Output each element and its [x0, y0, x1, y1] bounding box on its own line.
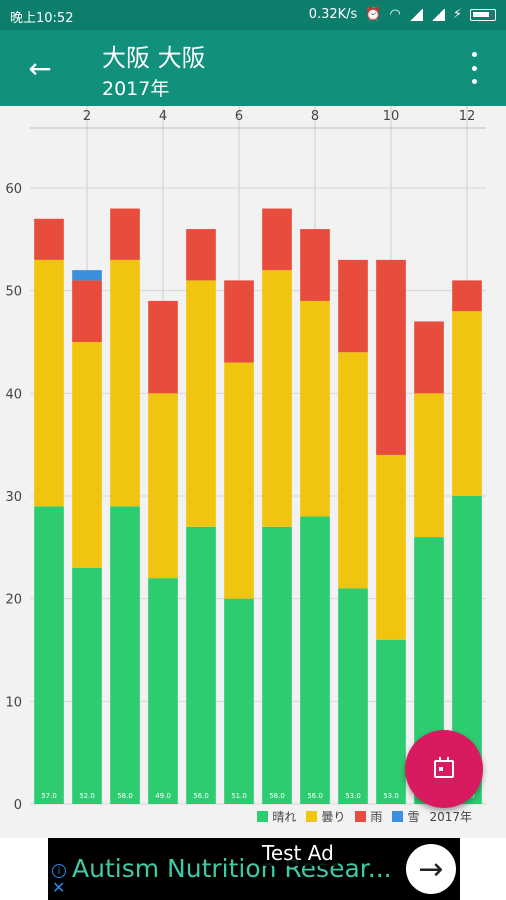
bar-total-label: 53.0 [345, 792, 361, 800]
app-bar: ← 大阪 大阪 2017年 [0, 30, 506, 106]
legend-label: 雨 [370, 810, 383, 824]
alarm-icon: ⏰ [365, 7, 382, 22]
legend-label: 晴れ [272, 810, 297, 824]
ad-label: Test Ad [258, 840, 338, 866]
bar-segment-12 [452, 311, 482, 496]
bar-segment-4 [148, 578, 178, 804]
bar-segment-11 [414, 321, 444, 394]
chart-area[interactable]: 0 10 20 30 40 50 60 2 4 6 8 10 12 57.0 52.0 58.0 49.0 56.… [0, 106, 506, 838]
bar-segment-1 [34, 218, 64, 260]
bar-segment-8 [300, 516, 330, 804]
y-tick-label: 60 [5, 182, 22, 197]
legend-title: 2017年 [429, 810, 472, 824]
bar-segment-2 [72, 342, 102, 568]
bar-segment-5 [186, 229, 216, 281]
status-bar: 晚上10:52 0.32K/s ⏰ ◠ ⚡ [0, 0, 506, 30]
more-vert-icon[interactable] [462, 52, 486, 84]
legend-label: 雪 [407, 810, 420, 824]
bar-segment-10 [376, 259, 406, 455]
bar-total-label: 58.0 [269, 792, 285, 800]
bar-segment-3 [110, 506, 140, 804]
bar-total-label: 52.0 [79, 792, 95, 800]
bar-total-label: 51.0 [231, 792, 247, 800]
calendar-icon [434, 757, 454, 778]
bar-total-label: 58.0 [117, 792, 133, 800]
battery-icon [470, 8, 496, 21]
bar-segment-2 [72, 270, 102, 281]
x-tick-label: 12 [459, 109, 476, 124]
bar-segment-7 [262, 208, 292, 271]
arrow-left-icon: ← [28, 51, 52, 85]
y-tick-label: 40 [5, 387, 22, 402]
bar-segment-10 [376, 454, 406, 640]
bar-segment-8 [300, 300, 330, 517]
x-tick-label: 2 [83, 109, 91, 124]
bar-segment-9 [338, 259, 368, 353]
legend-item-sunny: 晴れ [257, 808, 296, 825]
bar-segment-2 [72, 567, 102, 804]
close-icon[interactable]: ✕ [52, 878, 66, 897]
y-tick-label: 0 [14, 798, 22, 813]
arrow-right-icon[interactable]: → [406, 844, 456, 894]
bar-segment-6 [224, 362, 254, 599]
ad-container: i ✕ Autism Nutrition Resear... Test Ad → [0, 838, 506, 900]
status-time: 晚上10:52 [10, 11, 74, 26]
page-subtitle: 2017年 [102, 78, 170, 100]
legend-label: 曇り [321, 810, 346, 824]
chart-legend: 晴れ 曇り 雨 雪 2017年 [257, 808, 472, 825]
x-tick-label: 4 [159, 109, 167, 124]
bar-segment-10 [376, 639, 406, 804]
signal-icon [408, 8, 423, 21]
bar-segment-8 [300, 229, 330, 301]
legend-item-snow: 雪 [392, 808, 419, 825]
legend-item-cloudy: 曇り [306, 808, 345, 825]
bar-segment-5 [186, 526, 216, 804]
weather-chart: 0 10 20 30 40 50 60 2 4 6 8 10 12 57.0 52.0 58.0 49.0 56.… [5, 106, 486, 813]
bar-segment-9 [338, 588, 368, 804]
signal-icon [430, 8, 445, 21]
x-tick-label: 10 [383, 109, 400, 124]
bar-segment-3 [110, 208, 140, 260]
bar-total-label: 56.0 [193, 792, 209, 800]
y-tick-label: 20 [5, 593, 22, 608]
network-speed: 0.32K/s [308, 7, 358, 22]
bar-total-label: 49.0 [155, 792, 171, 800]
legend-item-rain: 雨 [355, 808, 382, 825]
charging-icon: ⚡ [452, 7, 462, 22]
info-icon[interactable]: i [52, 864, 66, 878]
x-tick-label: 8 [311, 109, 319, 124]
bar-segment-7 [262, 270, 292, 527]
bar-segment-3 [110, 259, 140, 507]
y-tick-label: 10 [5, 695, 22, 710]
bar-segment-4 [148, 300, 178, 394]
back-button[interactable]: ← [22, 50, 58, 86]
calendar-fab-button[interactable] [405, 730, 483, 808]
y-tick-label: 30 [5, 490, 22, 505]
bar-segment-11 [414, 393, 444, 538]
ad-text[interactable]: Autism Nutrition Resear... [72, 854, 392, 883]
bar-segment-7 [262, 526, 292, 804]
bar-total-label: 56.0 [307, 792, 323, 800]
status-icons: 0.32K/s ⏰ ◠ ⚡ [309, 7, 496, 22]
bar-segment-6 [224, 598, 254, 804]
bar-segment-1 [34, 259, 64, 507]
bar-segment-5 [186, 280, 216, 527]
bar-segment-9 [338, 352, 368, 589]
ad-banner[interactable]: i ✕ Autism Nutrition Resear... Test Ad → [48, 838, 460, 900]
wifi-icon: ◠ [389, 7, 401, 22]
bar-segment-6 [224, 280, 254, 363]
bar-segment-4 [148, 393, 178, 579]
bar-total-label: 57.0 [41, 792, 57, 800]
bar-segment-12 [452, 280, 482, 312]
bar-segment-1 [34, 506, 64, 804]
bar-total-label: 53.0 [383, 792, 399, 800]
bar-segment-2 [72, 280, 102, 342]
y-tick-label: 50 [5, 285, 22, 300]
x-tick-label: 6 [235, 109, 243, 124]
page-title: 大阪 大阪 [102, 44, 206, 72]
